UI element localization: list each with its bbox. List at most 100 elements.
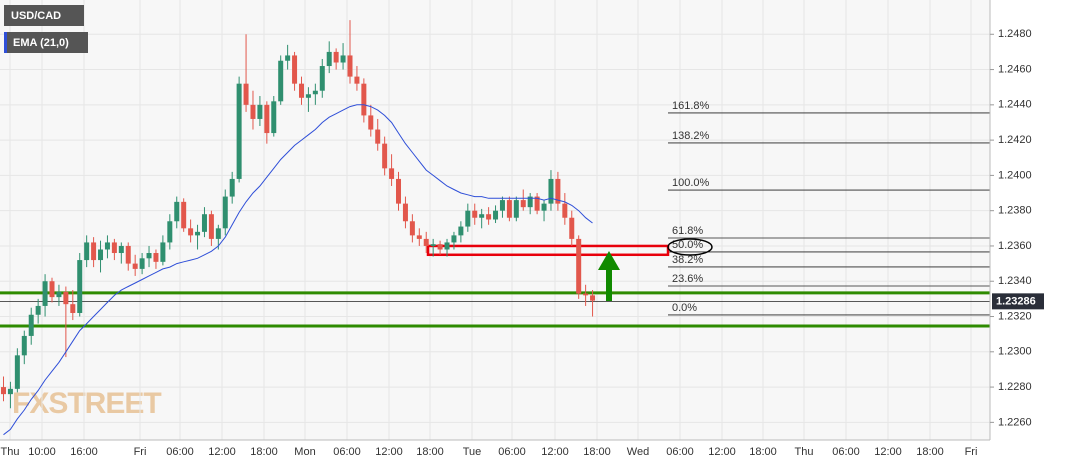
legend-swatch: [4, 32, 7, 53]
x-tick-label: 18:00: [916, 446, 944, 458]
x-tick-label: 12:00: [208, 446, 236, 458]
candle-body: [146, 253, 152, 259]
x-tick-label: 10:00: [28, 446, 56, 458]
y-tick-label: 1.2260: [998, 416, 1032, 428]
x-tick-label: Fri: [965, 446, 978, 458]
candle-body: [181, 201, 187, 229]
y-tick-label: 1.2480: [998, 28, 1032, 40]
last-price-label: 1.23286: [996, 295, 1036, 307]
axis: 1.2260 1.2280 1.2300 1.2320 1.2340 1.2360 1.23…: [1, 28, 1044, 458]
candle-body: [201, 214, 207, 232]
candle-body: [271, 101, 277, 134]
x-tick-label: 12:00: [541, 446, 569, 458]
candle-body: [236, 83, 242, 179]
candle-body: [91, 242, 97, 261]
x-tick-label: Thu: [795, 446, 814, 458]
candle-body: [368, 115, 374, 130]
candle-body: [125, 245, 131, 264]
candle-body: [298, 83, 304, 98]
candle-body: [167, 221, 173, 243]
legend-box: [4, 32, 88, 53]
candle-body: [396, 178, 402, 204]
last-price-box: [992, 293, 1044, 310]
candle-body: [292, 55, 298, 84]
candle-body: [472, 210, 478, 218]
x-tick-label: 16:00: [70, 446, 98, 458]
candle-body: [590, 295, 596, 301]
x-tick-label: Tue: [463, 446, 482, 458]
candle-body: [486, 214, 492, 220]
candle-body: [423, 238, 429, 246]
y-tick-label: 1.2380: [998, 205, 1032, 217]
x-tick-label: Fri: [134, 446, 147, 458]
x-tick-label: 18:00: [416, 446, 444, 458]
candle-body: [63, 291, 69, 305]
candle-body: [527, 196, 533, 208]
candle-body: [195, 231, 201, 236]
candle-body: [153, 253, 159, 262]
watermark: FXSTREET: [12, 387, 161, 420]
fib-label: 0.0%: [672, 302, 697, 314]
candle-body: [451, 235, 457, 243]
candle-body: [430, 244, 436, 246]
candle-body: [437, 244, 443, 250]
plot: [1, 20, 596, 436]
candle-body: [409, 221, 415, 236]
green-arrow: [598, 251, 620, 301]
x-tick-label: 18:00: [749, 446, 777, 458]
y-tick-label: 1.2400: [998, 169, 1032, 181]
candle-body: [264, 104, 270, 134]
y-tick-label: 1.2280: [998, 381, 1032, 393]
candle-body: [160, 242, 166, 262]
candle-body: [347, 55, 353, 77]
x-tick-label: 06:00: [498, 446, 526, 458]
candle-body: [326, 51, 332, 67]
candle-body: [541, 203, 547, 211]
candle-body: [305, 94, 311, 98]
candle-body: [84, 242, 90, 261]
fib-label: 161.8%: [672, 100, 710, 112]
x-tick-label: 18:00: [250, 446, 278, 458]
resistance-zone: [426, 244, 670, 257]
candle-body: [548, 178, 554, 204]
fib-label: 50.0%: [672, 239, 703, 251]
highlight-ellipse: [667, 238, 713, 256]
candle-body: [174, 201, 180, 222]
x-tick-label: 06:00: [832, 446, 860, 458]
candle-body: [285, 55, 291, 61]
candle-body: [1, 387, 6, 395]
x-tick-label: 12:00: [375, 446, 403, 458]
candle-body: [243, 83, 249, 105]
candle-body: [340, 55, 346, 63]
x-tick-label: 12:00: [874, 446, 902, 458]
candle-body: [132, 263, 138, 269]
candle-body: [493, 210, 499, 220]
candle-body: [520, 200, 526, 208]
fib-label: 138.2%: [672, 130, 710, 142]
x-tick-label: 06:00: [333, 446, 361, 458]
candle-body: [583, 293, 589, 296]
candle-body: [7, 388, 13, 395]
candle-body: [257, 104, 263, 119]
candle-body: [118, 245, 124, 254]
candle-body: [444, 242, 450, 250]
candle-body: [98, 249, 104, 261]
x-tick-label: Thu: [1, 446, 20, 458]
candle-body: [49, 281, 55, 298]
fib-label: 23.6%: [672, 273, 703, 285]
candle-body: [555, 178, 561, 204]
y-tick-label: 1.2360: [998, 240, 1032, 252]
candle-body: [402, 203, 408, 222]
candle-body: [70, 304, 76, 313]
ema-line: [3, 104, 593, 436]
candle-body: [111, 242, 117, 254]
candle-body: [506, 200, 512, 218]
candle-body: [534, 196, 540, 211]
y-tick-label: 1.2320: [998, 310, 1032, 322]
candle-body: [14, 355, 20, 389]
candle-body: [361, 83, 367, 116]
y-tick-label: 1.2420: [998, 134, 1032, 146]
candle-body: [28, 314, 34, 336]
candle-body: [215, 228, 221, 239]
